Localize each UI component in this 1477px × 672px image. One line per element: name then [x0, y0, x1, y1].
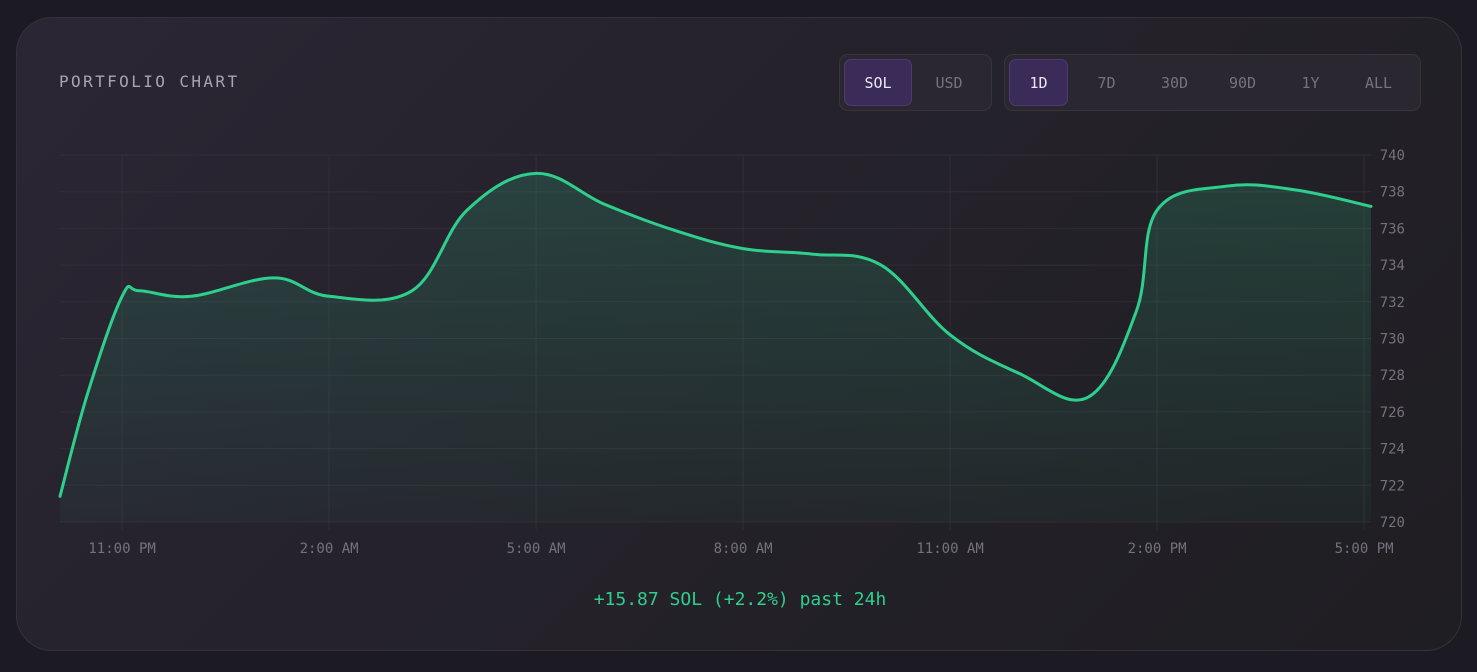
- range-option-all[interactable]: ALL: [1364, 73, 1393, 92]
- series-area-fill: [60, 173, 1371, 522]
- y-tick-label: 722: [1380, 478, 1405, 494]
- y-tick-label: 740: [1380, 148, 1405, 164]
- range-option-1y[interactable]: 1Y: [1301, 73, 1320, 92]
- y-tick-label: 732: [1380, 295, 1405, 311]
- currency-toggle: SOL USD: [839, 54, 992, 111]
- currency-option-sol[interactable]: SOL: [844, 59, 912, 106]
- y-tick-label: 738: [1380, 185, 1405, 201]
- y-tick-label: 720: [1380, 515, 1405, 531]
- y-tick-label: 734: [1380, 258, 1405, 274]
- portfolio-chart-card: PORTFOLIO CHART SOL USD 1D 7D 30D 90D 1Y…: [16, 17, 1462, 651]
- chart-title: PORTFOLIO CHART: [59, 72, 240, 91]
- series-area: [58, 171, 1373, 522]
- x-tick-label: 11:00 AM: [916, 541, 983, 557]
- y-tick-label: 728: [1380, 368, 1405, 384]
- portfolio-area-chart[interactable]: 720 722 724 726 728 730 732 734 736 738 740 11:00 …: [17, 18, 1463, 578]
- currency-option-usd[interactable]: USD: [935, 73, 963, 92]
- change-summary: +15.87 SOL (+2.2%) past 24h: [593, 589, 887, 610]
- x-tick-label: 2:00 PM: [1128, 541, 1187, 557]
- y-tick-label: 726: [1380, 405, 1405, 421]
- range-option-1d[interactable]: 1D: [1009, 59, 1068, 106]
- x-axis-ticks: 11:00 PM 2:00 AM 5:00 AM 8:00 AM 11:00 AM 2:0…: [88, 541, 1393, 557]
- series-line: [58, 171, 1373, 498]
- y-tick-label: 730: [1380, 332, 1405, 348]
- x-tick-label: 11:00 PM: [88, 541, 155, 557]
- range-toggle: 1D 7D 30D 90D 1Y ALL: [1004, 54, 1421, 111]
- x-tick-label: 5:00 PM: [1335, 541, 1394, 557]
- y-tick-label: 736: [1380, 221, 1405, 237]
- range-option-30d[interactable]: 30D: [1160, 73, 1189, 92]
- x-tick-label: 5:00 AM: [507, 541, 566, 557]
- range-option-90d[interactable]: 90D: [1228, 73, 1257, 92]
- x-tick-label: 8:00 AM: [714, 541, 773, 557]
- y-axis-ticks: 720 722 724 726 728 730 732 734 736 738 740: [1380, 148, 1405, 531]
- y-tick-label: 724: [1380, 442, 1405, 458]
- x-tick-label: 2:00 AM: [300, 541, 359, 557]
- range-option-7d[interactable]: 7D: [1097, 73, 1116, 92]
